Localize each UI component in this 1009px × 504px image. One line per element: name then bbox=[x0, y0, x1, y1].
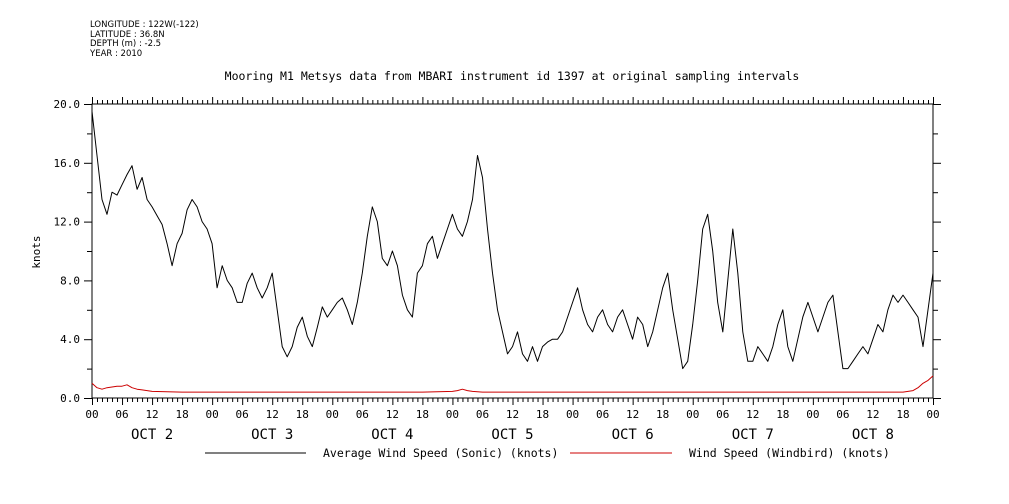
x-hour-label: 18 bbox=[416, 408, 429, 421]
x-hour-label: 12 bbox=[746, 408, 759, 421]
x-hour-label: 06 bbox=[716, 408, 729, 421]
x-hour-label: 12 bbox=[506, 408, 519, 421]
x-hour-label: 06 bbox=[115, 408, 128, 421]
x-hour-label: 18 bbox=[776, 408, 789, 421]
x-day-label: OCT 7 bbox=[732, 427, 774, 443]
x-hour-label: 12 bbox=[145, 408, 158, 421]
tick-layer: 0.0 4.0 8.0 12.0 16.0 20.0 00 06 12 18 00 06 12 18 00 0… bbox=[54, 97, 941, 443]
x-day-label: OCT 5 bbox=[491, 427, 533, 443]
legend-label: Average Wind Speed (Sonic) (knots) bbox=[323, 446, 558, 460]
x-hour-label: 06 bbox=[476, 408, 489, 421]
depth-label: DEPTH (m) : -2.5 bbox=[90, 39, 162, 49]
y-tick-label: 12.0 bbox=[54, 216, 81, 229]
x-day-label: OCT 3 bbox=[251, 427, 293, 443]
metadata-block: LONGITUDE : 122W(-122) LATITUDE : 36.8N … bbox=[90, 20, 199, 59]
x-hour-label: 06 bbox=[236, 408, 249, 421]
x-hour-label: 00 bbox=[206, 408, 219, 421]
x-day-label: OCT 2 bbox=[131, 427, 173, 443]
y-tick-label: 4.0 bbox=[60, 333, 80, 346]
legend-label: Wind Speed (Windbird) (knots) bbox=[689, 446, 890, 460]
x-day-label: OCT 8 bbox=[852, 427, 894, 443]
legend: Average Wind Speed (Sonic) (knots) Wind S… bbox=[205, 446, 890, 460]
x-hour-label: 18 bbox=[896, 408, 909, 421]
y-tick-label: 16.0 bbox=[54, 157, 81, 170]
x-day-label: OCT 4 bbox=[371, 427, 413, 443]
x-hour-label: 00 bbox=[326, 408, 339, 421]
x-hour-label: 00 bbox=[566, 408, 579, 421]
x-hour-label: 18 bbox=[296, 408, 309, 421]
longitude-label: LONGITUDE : 122W(-122) bbox=[90, 20, 199, 30]
series-line-windbird bbox=[91, 375, 934, 393]
y-tick-label: 20.0 bbox=[54, 98, 81, 111]
x-hour-label: 06 bbox=[836, 408, 849, 421]
x-hour-label: 12 bbox=[386, 408, 399, 421]
x-hour-label: 00 bbox=[806, 408, 819, 421]
series-line-sonic bbox=[91, 111, 934, 370]
y-tick-label: 8.0 bbox=[60, 274, 80, 287]
x-hour-label: 00 bbox=[686, 408, 699, 421]
plot-axes bbox=[91, 103, 934, 399]
chart-title: Mooring M1 Metsys data from MBARI instru… bbox=[225, 69, 800, 83]
x-hour-label: 18 bbox=[536, 408, 549, 421]
x-hour-label: 18 bbox=[656, 408, 669, 421]
x-hour-label: 12 bbox=[866, 408, 879, 421]
x-hour-label: 12 bbox=[266, 408, 279, 421]
x-hour-label: 00 bbox=[926, 408, 939, 421]
x-hour-label: 06 bbox=[356, 408, 369, 421]
plot-frame bbox=[91, 103, 934, 399]
x-hour-label: 18 bbox=[175, 408, 188, 421]
series-layer bbox=[91, 111, 934, 393]
x-hour-label: 00 bbox=[446, 408, 459, 421]
x-hour-label: 00 bbox=[85, 408, 98, 421]
x-day-label: OCT 6 bbox=[612, 427, 654, 443]
latitude-label: LATITUDE : 36.8N bbox=[90, 29, 165, 40]
y-axis-label: knots bbox=[30, 235, 43, 268]
x-hour-label: 12 bbox=[626, 408, 639, 421]
year-label: YEAR : 2010 bbox=[90, 48, 143, 59]
y-tick-label: 0.0 bbox=[60, 392, 80, 405]
x-hour-label: 06 bbox=[596, 408, 609, 421]
